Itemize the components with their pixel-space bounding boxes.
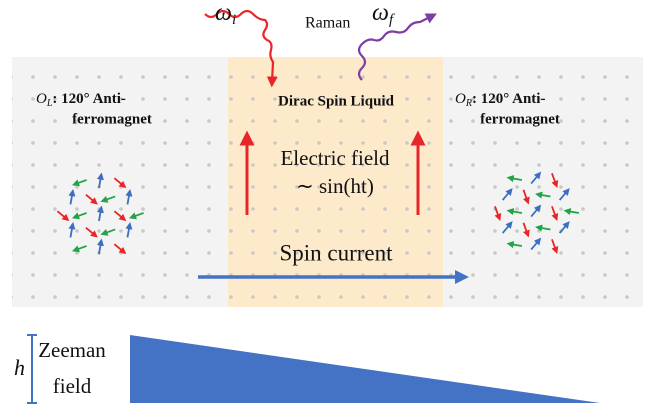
right-title-2: ferromagnet: [480, 111, 560, 127]
center-title: Dirac Spin Liquid: [278, 93, 395, 109]
field-formula: ∼ sin(ht): [296, 174, 374, 198]
symbol: ω: [215, 0, 232, 26]
field-label: Electric field: [280, 146, 390, 170]
omega-in: ωi: [215, 0, 236, 28]
zeeman-symbol: h: [14, 355, 25, 380]
bracket: [27, 335, 37, 403]
text: : 120° Anti-: [472, 91, 546, 107]
zeeman-label: Zeeman: [38, 338, 106, 362]
subscript: R: [465, 98, 472, 109]
left-title-2: ferromagnet: [72, 111, 152, 127]
symbol: ω: [372, 0, 389, 26]
raman-label: Raman: [305, 15, 350, 32]
spin-current-label: Spin current: [279, 240, 393, 265]
subscript: f: [389, 12, 395, 28]
symbol: O: [455, 91, 466, 107]
diagram: ωi Raman ωf OL: 120° Anti- ferromagnet D…: [0, 0, 653, 409]
text: : 120° Anti-: [52, 91, 126, 107]
symbol: O: [36, 91, 47, 107]
omega-out: ωf: [372, 0, 395, 28]
zeeman-gradient: [130, 335, 600, 403]
subscript: i: [232, 12, 236, 28]
zeeman-label-2: field: [53, 374, 92, 398]
